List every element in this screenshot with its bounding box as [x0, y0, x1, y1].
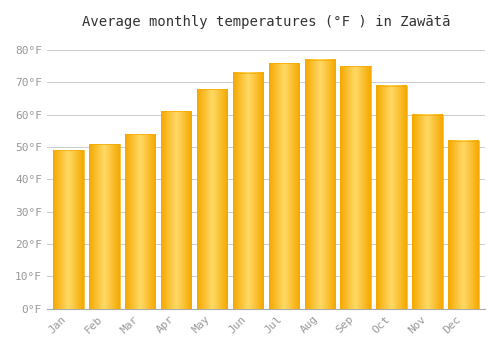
Bar [304, 60, 335, 309]
Bar [53, 150, 84, 309]
Bar [340, 66, 371, 309]
Bar [125, 134, 156, 309]
Bar [412, 115, 443, 309]
Bar [376, 86, 407, 309]
Bar [268, 63, 299, 309]
Bar [232, 73, 263, 309]
Bar [161, 112, 192, 309]
Bar [89, 144, 120, 309]
Bar [197, 89, 228, 309]
Title: Average monthly temperatures (°F ) in Zawātā: Average monthly temperatures (°F ) in Za… [82, 15, 450, 29]
Bar [448, 141, 478, 309]
